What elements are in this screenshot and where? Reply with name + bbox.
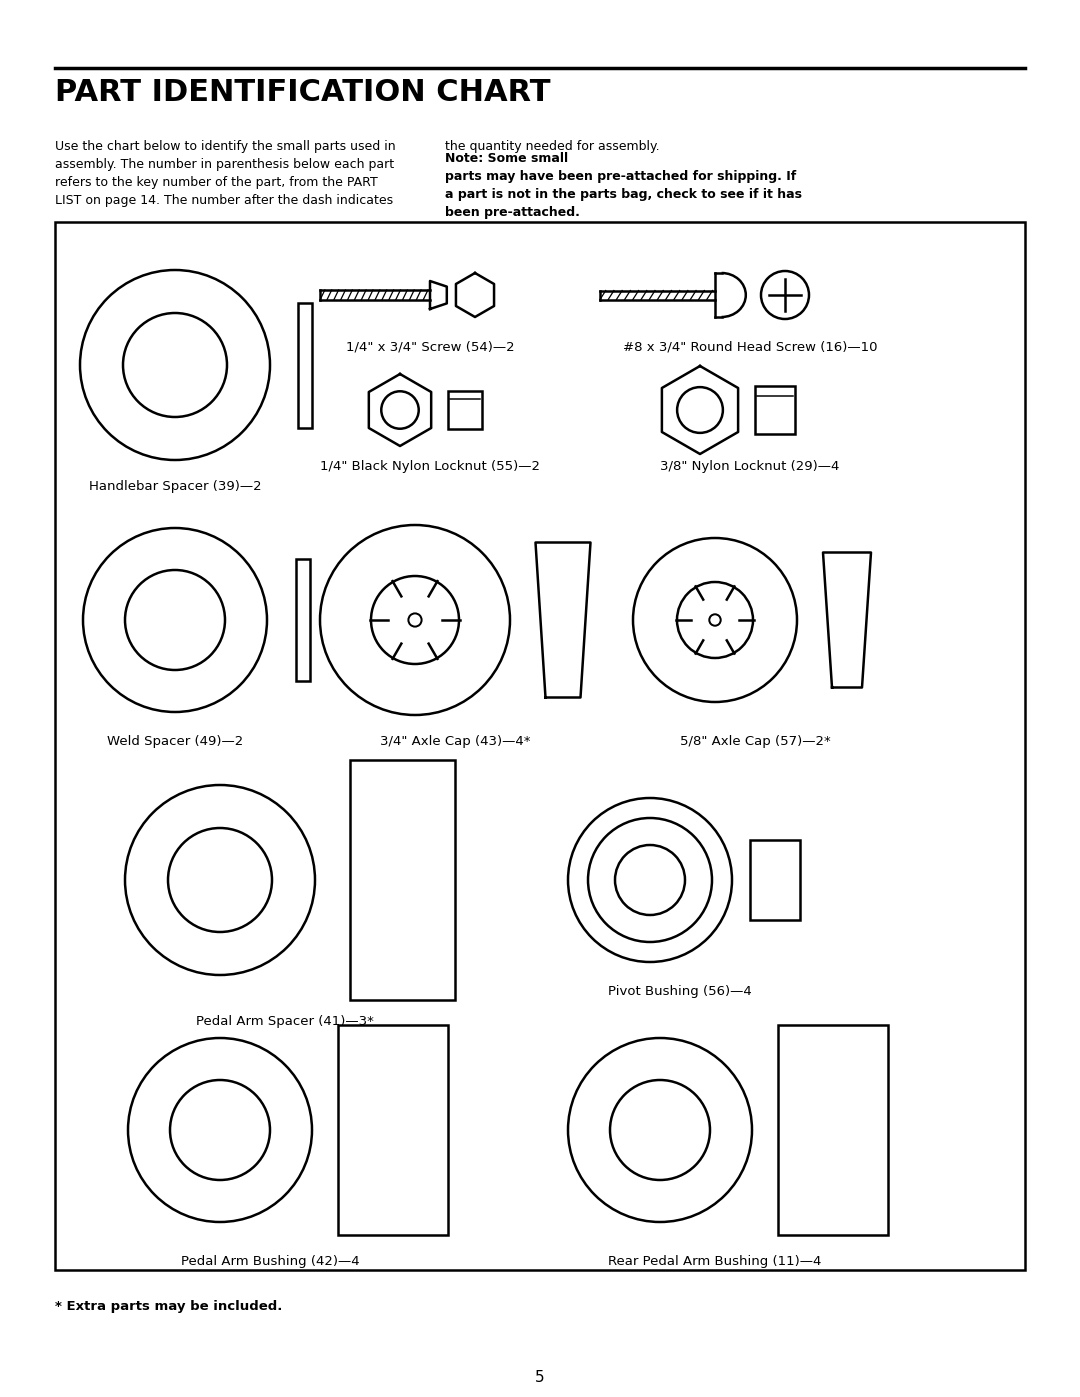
- Text: Use the chart below to identify the small parts used in
assembly. The number in : Use the chart below to identify the smal…: [55, 140, 395, 207]
- Text: 3/8" Nylon Locknut (29)—4: 3/8" Nylon Locknut (29)—4: [660, 460, 839, 474]
- Bar: [55, 222, 1025, 1270]
- Text: 5/8" Axle Cap (57)—2*: 5/8" Axle Cap (57)—2*: [679, 735, 831, 747]
- Text: Note: Some small
parts may have been pre-attached for shipping. If
a part is not: Note: Some small parts may have been pre…: [445, 152, 802, 219]
- Text: Rear Pedal Arm Bushing (11)—4: Rear Pedal Arm Bushing (11)—4: [608, 1255, 822, 1268]
- Text: Pedal Arm Bushing (42)—4: Pedal Arm Bushing (42)—4: [180, 1255, 360, 1268]
- Text: 1/4" Black Nylon Locknut (55)—2: 1/4" Black Nylon Locknut (55)—2: [320, 460, 540, 474]
- Bar: [750, 840, 800, 921]
- Text: #8 x 3/4" Round Head Screw (16)—10: #8 x 3/4" Round Head Screw (16)—10: [623, 339, 877, 353]
- Text: * Extra parts may be included.: * Extra parts may be included.: [55, 1301, 282, 1313]
- Text: 3/4" Axle Cap (43)—4*: 3/4" Axle Cap (43)—4*: [380, 735, 530, 747]
- Text: PART IDENTIFICATION CHART: PART IDENTIFICATION CHART: [55, 78, 551, 108]
- Text: 5: 5: [536, 1370, 544, 1384]
- Bar: [755, 386, 795, 434]
- Text: 1/4" x 3/4" Screw (54)—2: 1/4" x 3/4" Screw (54)—2: [346, 339, 514, 353]
- Bar: [298, 303, 312, 427]
- Text: Pivot Bushing (56)—4: Pivot Bushing (56)—4: [608, 985, 752, 997]
- Bar: [296, 559, 310, 680]
- Bar: [778, 1025, 888, 1235]
- Bar: [350, 760, 455, 1000]
- Text: Pedal Arm Spacer (41)—3*: Pedal Arm Spacer (41)—3*: [197, 1016, 374, 1028]
- Text: Weld Spacer (49)—2: Weld Spacer (49)—2: [107, 735, 243, 747]
- Bar: [338, 1025, 448, 1235]
- Bar: [448, 391, 482, 429]
- Text: Handlebar Spacer (39)—2: Handlebar Spacer (39)—2: [89, 481, 261, 493]
- Text: the quantity needed for assembly.: the quantity needed for assembly.: [445, 140, 663, 154]
